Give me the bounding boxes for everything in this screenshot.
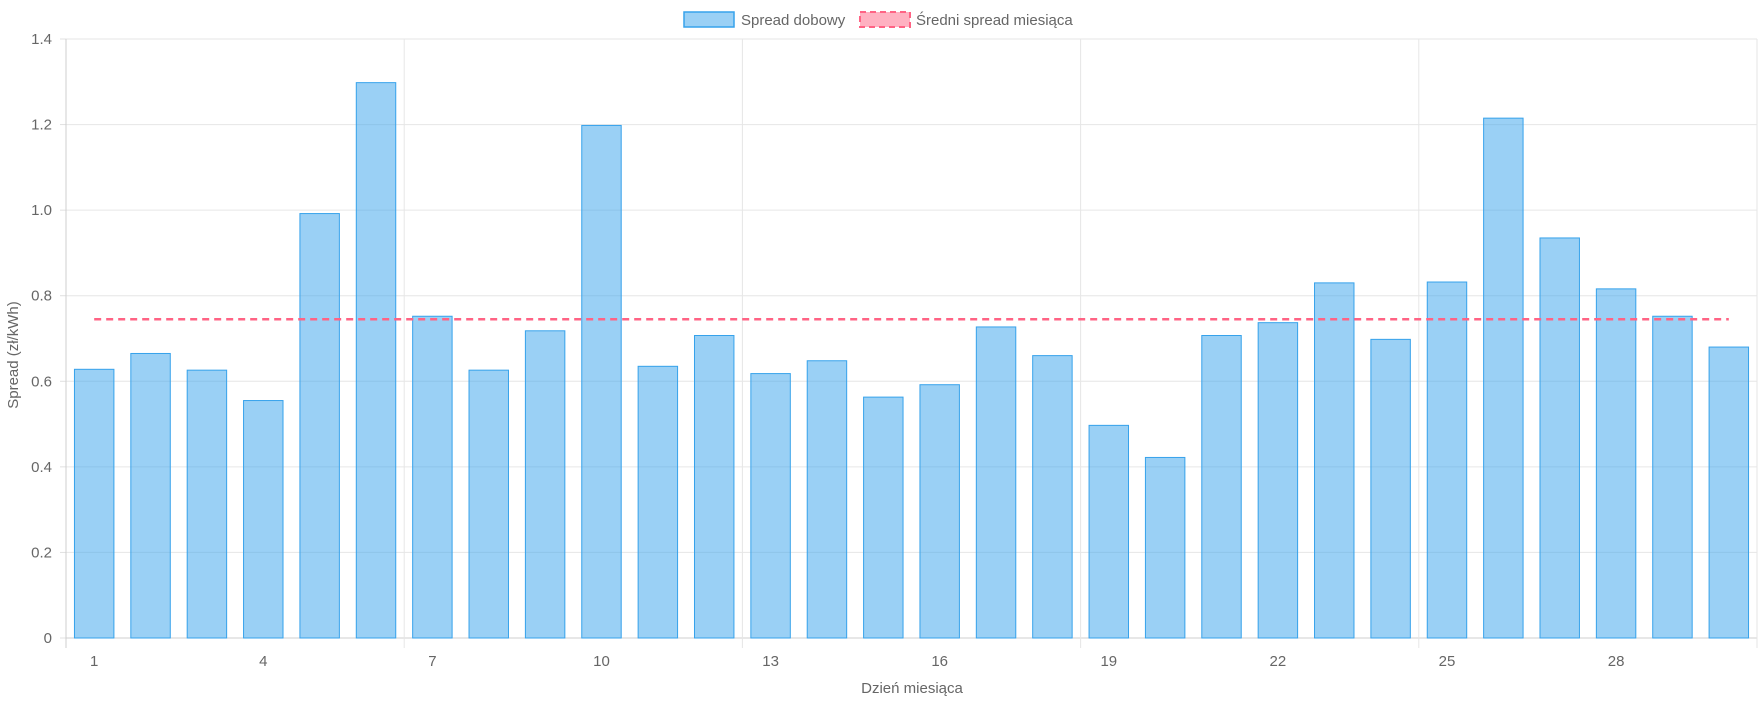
- bar-day-17: [975, 326, 1017, 639]
- bar-day-27: [1539, 237, 1580, 639]
- x-tick-label: 25: [1439, 653, 1456, 670]
- bar-day-9: [524, 330, 566, 639]
- x-axis-ticks: 1 4 7 10 13 16 19 22 25 28: [90, 653, 1624, 670]
- bar-day-8: [468, 369, 509, 639]
- x-tick-label: 7: [428, 653, 436, 670]
- x-tick-label: 28: [1608, 653, 1625, 670]
- bar-day-15: [863, 396, 904, 639]
- bar-day-28: [1595, 288, 1637, 639]
- bar-day-12: [693, 335, 735, 639]
- bar-day-5: [299, 213, 340, 639]
- bar-day-30: [1708, 346, 1750, 639]
- bar-day-13: [750, 373, 791, 639]
- x-tick-label: 16: [931, 653, 948, 670]
- x-tick-label: 19: [1100, 653, 1117, 670]
- bar-day-7: [412, 315, 453, 639]
- bar-day-3: [186, 369, 228, 639]
- bar-day-20: [1144, 456, 1186, 639]
- x-tick-label: 1: [90, 653, 98, 670]
- x-tick-label: 4: [259, 653, 267, 670]
- x-tick-label: 22: [1270, 653, 1287, 670]
- grid-lines: [60, 38, 1758, 648]
- y-tick-label: 0.4: [31, 459, 52, 476]
- y-tick-label: 0.8: [31, 288, 52, 305]
- x-tick-label: 10: [593, 653, 610, 670]
- bar-day-16: [919, 384, 960, 639]
- y-tick-label: 1.4: [31, 31, 52, 48]
- bar-day-14: [806, 360, 848, 639]
- y-axis-ticks: 0 0.2 0.4 0.6 0.8 1.0 1.2 1.4: [31, 31, 52, 647]
- bar-day-25: [1426, 281, 1468, 639]
- y-tick-label: 1.2: [31, 117, 52, 134]
- legend-swatch-spread-dobowy: [683, 11, 735, 28]
- bar-series: [73, 82, 1750, 639]
- bar-day-21: [1201, 335, 1242, 639]
- bar-day-1: [73, 368, 115, 639]
- bar-day-22: [1257, 322, 1299, 639]
- bar-day-29: [1652, 315, 1693, 639]
- bar-day-26: [1483, 117, 1524, 639]
- bar-day-2: [130, 352, 171, 639]
- y-tick-label: 0.2: [31, 544, 52, 561]
- legend: Spread dobowy Średni spread miesiąca: [683, 11, 1073, 29]
- bar-day-10: [581, 124, 622, 639]
- y-axis-title: Spread (zł/kWh): [5, 301, 22, 409]
- x-tick-label: 13: [762, 653, 779, 670]
- legend-label-spread-dobowy: Spread dobowy: [741, 12, 846, 29]
- bar-day-6: [355, 82, 397, 639]
- bar-day-18: [1032, 355, 1073, 639]
- legend-item-sredni-spread[interactable]: Średni spread miesiąca: [859, 11, 1073, 29]
- bar-day-24: [1370, 338, 1411, 639]
- y-tick-label: 0.6: [31, 373, 52, 390]
- bar-day-23: [1314, 282, 1355, 639]
- legend-item-spread-dobowy[interactable]: Spread dobowy: [683, 11, 846, 29]
- bar-day-19: [1088, 424, 1130, 639]
- bar-day-11: [637, 365, 679, 639]
- bar-day-4: [243, 400, 284, 639]
- x-axis-title: Dzień miesiąca: [861, 680, 963, 697]
- y-tick-label: 0: [44, 630, 52, 647]
- legend-label-sredni-spread: Średni spread miesiąca: [916, 11, 1073, 29]
- legend-swatch-sredni-spread: [859, 11, 911, 28]
- y-tick-label: 1.0: [31, 202, 52, 219]
